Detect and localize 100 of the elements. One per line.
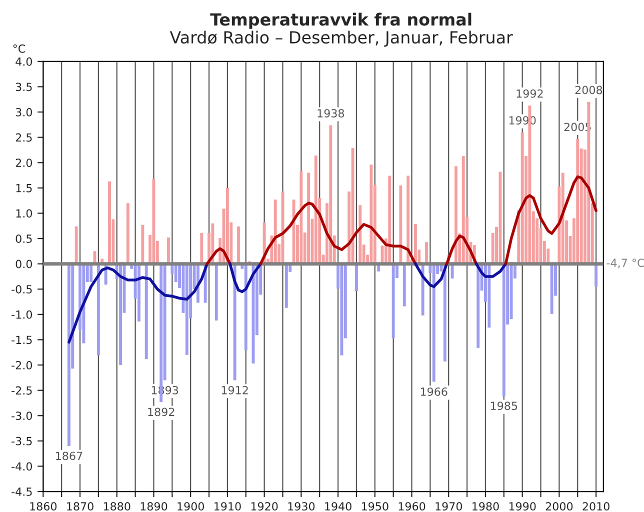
x-tick-label: 1950 [362, 502, 388, 511]
bar [96, 264, 100, 356]
y-tick-label: 3.0 [16, 108, 32, 116]
bar [126, 203, 130, 264]
bar [520, 132, 524, 264]
x-tick-label: 1980 [472, 502, 499, 511]
line-series [474, 262, 508, 278]
y-tick-label: 4.0 [16, 57, 32, 66]
bar [329, 125, 332, 264]
x-tick-label: 1890 [140, 502, 168, 511]
annotation: 2008 [575, 86, 602, 94]
x-tick-label: 2000 [546, 502, 573, 511]
y-axis-title: °C [13, 44, 26, 53]
bar [432, 264, 436, 382]
x-tick-label: 1880 [104, 502, 130, 511]
bar [488, 264, 491, 328]
annotation: 1966 [420, 387, 448, 396]
bar [340, 264, 344, 356]
y-tick-label: -4.5 [12, 488, 32, 496]
line-series [445, 234, 478, 266]
bar [74, 226, 78, 264]
ref-line-label: -4,7 °C [606, 258, 644, 268]
bar [226, 188, 229, 264]
y-tick-label: 2.0 [16, 158, 32, 168]
bar [358, 205, 362, 264]
bar [498, 172, 502, 264]
bar [406, 176, 410, 264]
y-tick-label: -3.5 [12, 436, 32, 446]
x-tick-label: 2010 [582, 502, 610, 511]
bar [476, 264, 480, 348]
bar [462, 156, 465, 264]
bar [138, 264, 140, 322]
y-tick-label: 1.5 [16, 184, 32, 192]
bar [233, 264, 236, 380]
annotation: 1892 [148, 408, 174, 416]
x-tick-label: 1960 [398, 502, 426, 511]
bar [90, 264, 93, 282]
bar [594, 264, 598, 287]
y-tick-label: 0.0 [16, 260, 32, 268]
x-tick-label: 1940 [325, 502, 352, 511]
annotation: 1912 [222, 386, 248, 394]
bar [144, 264, 148, 359]
y-tick-label: -2.5 [12, 386, 32, 395]
bar [399, 185, 402, 264]
bar [119, 264, 122, 366]
bar [284, 264, 288, 308]
y-tick-label: -1.5 [12, 336, 32, 344]
bar [167, 238, 170, 264]
line-series [414, 262, 448, 288]
bar [450, 264, 454, 279]
bar [402, 264, 406, 306]
bar [388, 176, 392, 264]
annotation: 1938 [318, 109, 344, 118]
bar [141, 224, 144, 264]
bar [550, 264, 554, 314]
bar [425, 242, 428, 264]
annotation: 1985 [490, 402, 518, 410]
bar [576, 138, 580, 264]
y-tick-label: -0.5 [12, 285, 32, 294]
y-tick-label: -1.0 [12, 310, 32, 319]
bar [67, 264, 70, 446]
x-tick-label: 1860 [30, 502, 57, 511]
chart-title: Temperaturavvik fra normal [210, 12, 472, 29]
bar [392, 264, 395, 338]
y-tick-label: -3.0 [12, 412, 32, 420]
bar [214, 264, 218, 320]
x-tick-label: 1930 [288, 502, 315, 511]
y-tick-label: 0.5 [16, 234, 32, 243]
bar [200, 232, 204, 264]
bar [274, 200, 277, 264]
bar [108, 181, 111, 264]
y-tick-label: -4.0 [12, 462, 32, 471]
bar [185, 264, 188, 355]
bar [354, 264, 358, 292]
bar [414, 224, 417, 264]
bar [244, 264, 248, 350]
bar [314, 156, 318, 264]
chart-subtitle: Vardø Radio – Desember, Januar, Februar [170, 30, 513, 47]
y-tick-label: 2.5 [16, 133, 32, 142]
line-series [206, 247, 232, 266]
annotation: 1992 [516, 89, 543, 98]
x-tick-label: 1920 [251, 502, 278, 511]
line-series [228, 262, 262, 294]
y-tick-label: -2.0 [12, 361, 32, 370]
line-series [259, 202, 417, 266]
x-tick-label: 1900 [178, 502, 204, 511]
bar [370, 164, 373, 264]
x-tick-label: 1970 [436, 502, 462, 511]
x-tick-label: 1870 [67, 502, 94, 511]
bar [307, 172, 310, 264]
bar [300, 171, 303, 264]
bar [351, 148, 354, 264]
bar [237, 226, 240, 264]
y-tick-label: 3.5 [16, 82, 32, 92]
line-series [504, 175, 598, 266]
y-tick-label: 1.0 [16, 209, 32, 218]
x-tick-label: 1910 [214, 502, 241, 511]
line-series [68, 262, 209, 344]
bar [443, 264, 446, 362]
bar [454, 166, 458, 264]
